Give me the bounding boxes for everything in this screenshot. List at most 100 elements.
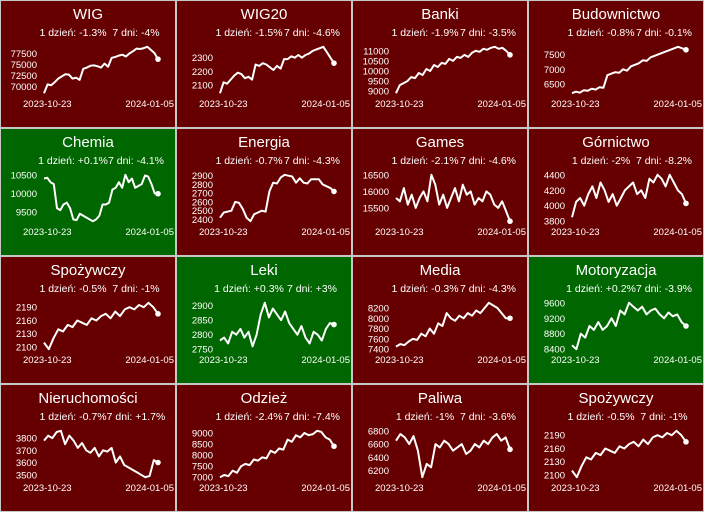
y-tick-label: 7500 bbox=[544, 50, 565, 61]
y-tick-label: 7400 bbox=[368, 345, 389, 356]
x-start-label: 2023-10-23 bbox=[199, 99, 248, 110]
week-change: 7 dni: -1% bbox=[112, 283, 159, 295]
y-tick-label: 9600 bbox=[544, 298, 565, 309]
x-end-label: 2024-01-05 bbox=[301, 483, 350, 494]
series-line bbox=[219, 429, 335, 479]
day-change: 1 dzień: -1.5% bbox=[215, 27, 282, 39]
chart-title: Motoryzacja bbox=[576, 262, 658, 279]
chart-panel-0: WIG 1 dzień: -1.3% 7 dni: -4% 7000072500750… bbox=[0, 0, 176, 128]
day-change: 1 dzień: +0.2% bbox=[566, 283, 636, 295]
y-tick-label: 9500 bbox=[16, 207, 37, 218]
x-end-label: 2024-01-05 bbox=[125, 355, 174, 366]
panel-background bbox=[528, 256, 704, 384]
day-change: 1 dzień: -0.7% bbox=[39, 411, 106, 423]
chart-title: Chemia bbox=[62, 134, 114, 151]
day-change: 1 dzień: -2.4% bbox=[215, 411, 282, 423]
week-change: 7 dni: -4.1% bbox=[108, 155, 164, 167]
x-end-label: 2024-01-05 bbox=[301, 227, 350, 238]
y-tick-label: 9000 bbox=[368, 87, 389, 98]
y-tick-label: 9500 bbox=[368, 77, 389, 88]
week-change: 7 dni: -4.3% bbox=[460, 283, 516, 295]
week-change: 7 dni: -4.6% bbox=[284, 27, 340, 39]
y-tick-label: 3500 bbox=[16, 470, 37, 481]
y-tick-label: 3800 bbox=[544, 217, 565, 228]
x-start-label: 2023-10-23 bbox=[199, 227, 248, 238]
week-change: 7 dni: -1% bbox=[640, 411, 687, 423]
series-line bbox=[395, 433, 511, 479]
panel-background bbox=[176, 128, 352, 256]
panel-background bbox=[0, 256, 176, 384]
day-change: 1 dzień: -0.5% bbox=[567, 411, 634, 423]
chart-title: WIG20 bbox=[241, 6, 288, 23]
chart-panel-6: Games 1 dzień: -2.1% 7 dni: -4.6% 15500 1600… bbox=[352, 128, 528, 256]
week-change: 7 dni: +3% bbox=[287, 283, 337, 295]
last-point-marker bbox=[331, 60, 337, 66]
chart-panel-7: Górnictwo 1 dzień: -2% 7 dni: -8.2% 3800 400… bbox=[528, 128, 704, 256]
y-tick-label: 8000 bbox=[368, 314, 389, 325]
y-tick-label: 70000 bbox=[11, 82, 37, 93]
series-line bbox=[571, 173, 687, 218]
chart-title: Nieruchomości bbox=[38, 390, 137, 407]
last-point-marker bbox=[331, 188, 337, 195]
y-tick-label: 2750 bbox=[192, 345, 213, 356]
day-change: 1 dzień: +0.3% bbox=[214, 283, 284, 295]
y-tick-label: 2600 bbox=[192, 197, 213, 208]
y-tick-label: 4200 bbox=[544, 186, 565, 197]
chart-title: WIG bbox=[73, 6, 103, 23]
x-start-label: 2023-10-23 bbox=[375, 227, 424, 238]
y-tick-label: 2130 bbox=[16, 329, 37, 340]
y-tick-label: 6600 bbox=[368, 440, 389, 451]
last-point-marker bbox=[155, 459, 161, 466]
y-tick-label: 2190 bbox=[16, 303, 37, 314]
y-tick-label: 2100 bbox=[192, 81, 213, 92]
series-line bbox=[571, 301, 687, 351]
last-point-marker bbox=[683, 439, 689, 445]
day-change: 1 dzień: -0.3% bbox=[391, 283, 458, 295]
chart-title: Banki bbox=[421, 6, 459, 23]
y-tick-label: 2800 bbox=[192, 330, 213, 341]
day-change: 1 dzień: +0.1% bbox=[38, 155, 108, 167]
x-start-label: 2023-10-23 bbox=[551, 355, 600, 366]
y-tick-label: 75000 bbox=[11, 60, 37, 71]
x-start-label: 2023-10-23 bbox=[375, 99, 424, 110]
y-tick-label: 2850 bbox=[192, 316, 213, 327]
week-change: 7 dni: -0.1% bbox=[636, 27, 692, 39]
y-tick-label: 10500 bbox=[11, 170, 37, 181]
y-tick-label: 7600 bbox=[368, 334, 389, 345]
chart-panel-4: Chemia 1 dzień: +0.1% 7 dni: -4.1% 9500 1000… bbox=[0, 128, 176, 256]
x-end-label: 2024-01-05 bbox=[477, 483, 526, 494]
last-point-marker bbox=[683, 323, 689, 329]
y-tick-label: 72500 bbox=[11, 71, 37, 82]
y-tick-label: 11000 bbox=[363, 46, 389, 57]
week-change: 7 dni: -4.3% bbox=[284, 155, 340, 167]
y-tick-label: 6800 bbox=[368, 426, 389, 437]
y-tick-label: 4400 bbox=[544, 170, 565, 181]
last-point-marker bbox=[683, 46, 689, 53]
y-tick-label: 2400 bbox=[192, 215, 213, 226]
last-point-marker bbox=[507, 52, 513, 58]
panel-background bbox=[176, 384, 352, 512]
week-change: 7 dni: -4% bbox=[112, 27, 159, 39]
x-end-label: 2024-01-05 bbox=[125, 99, 174, 110]
x-end-label: 2024-01-05 bbox=[477, 99, 526, 110]
y-tick-label: 7000 bbox=[544, 65, 565, 76]
y-tick-label: 15500 bbox=[363, 203, 389, 214]
x-end-label: 2024-01-05 bbox=[653, 355, 702, 366]
day-change: 1 dzień: -2.1% bbox=[391, 155, 458, 167]
last-point-marker bbox=[683, 200, 689, 207]
chart-panel-15: Spożywczy 1 dzień: -0.5% 7 dni: -1% 2100 213… bbox=[528, 384, 704, 512]
x-end-label: 2024-01-05 bbox=[477, 355, 526, 366]
y-tick-label: 8000 bbox=[192, 451, 213, 462]
chart-panel-12: Nieruchomości 1 dzień: -0.7% 7 dni: +1.7% 3… bbox=[0, 384, 176, 512]
chart-title: Leki bbox=[250, 262, 278, 279]
y-tick-label: 3800 bbox=[16, 434, 37, 445]
y-tick-label: 2100 bbox=[16, 343, 37, 354]
y-tick-label: 2700 bbox=[192, 189, 213, 200]
y-tick-label: 2100 bbox=[544, 471, 565, 482]
y-tick-label: 3700 bbox=[16, 446, 37, 457]
week-change: 7 dni: -3.5% bbox=[460, 27, 516, 39]
x-start-label: 2023-10-23 bbox=[23, 227, 72, 238]
series-line bbox=[219, 173, 335, 223]
week-change: 7 dni: -4.6% bbox=[460, 155, 516, 167]
x-start-label: 2023-10-23 bbox=[23, 99, 72, 110]
